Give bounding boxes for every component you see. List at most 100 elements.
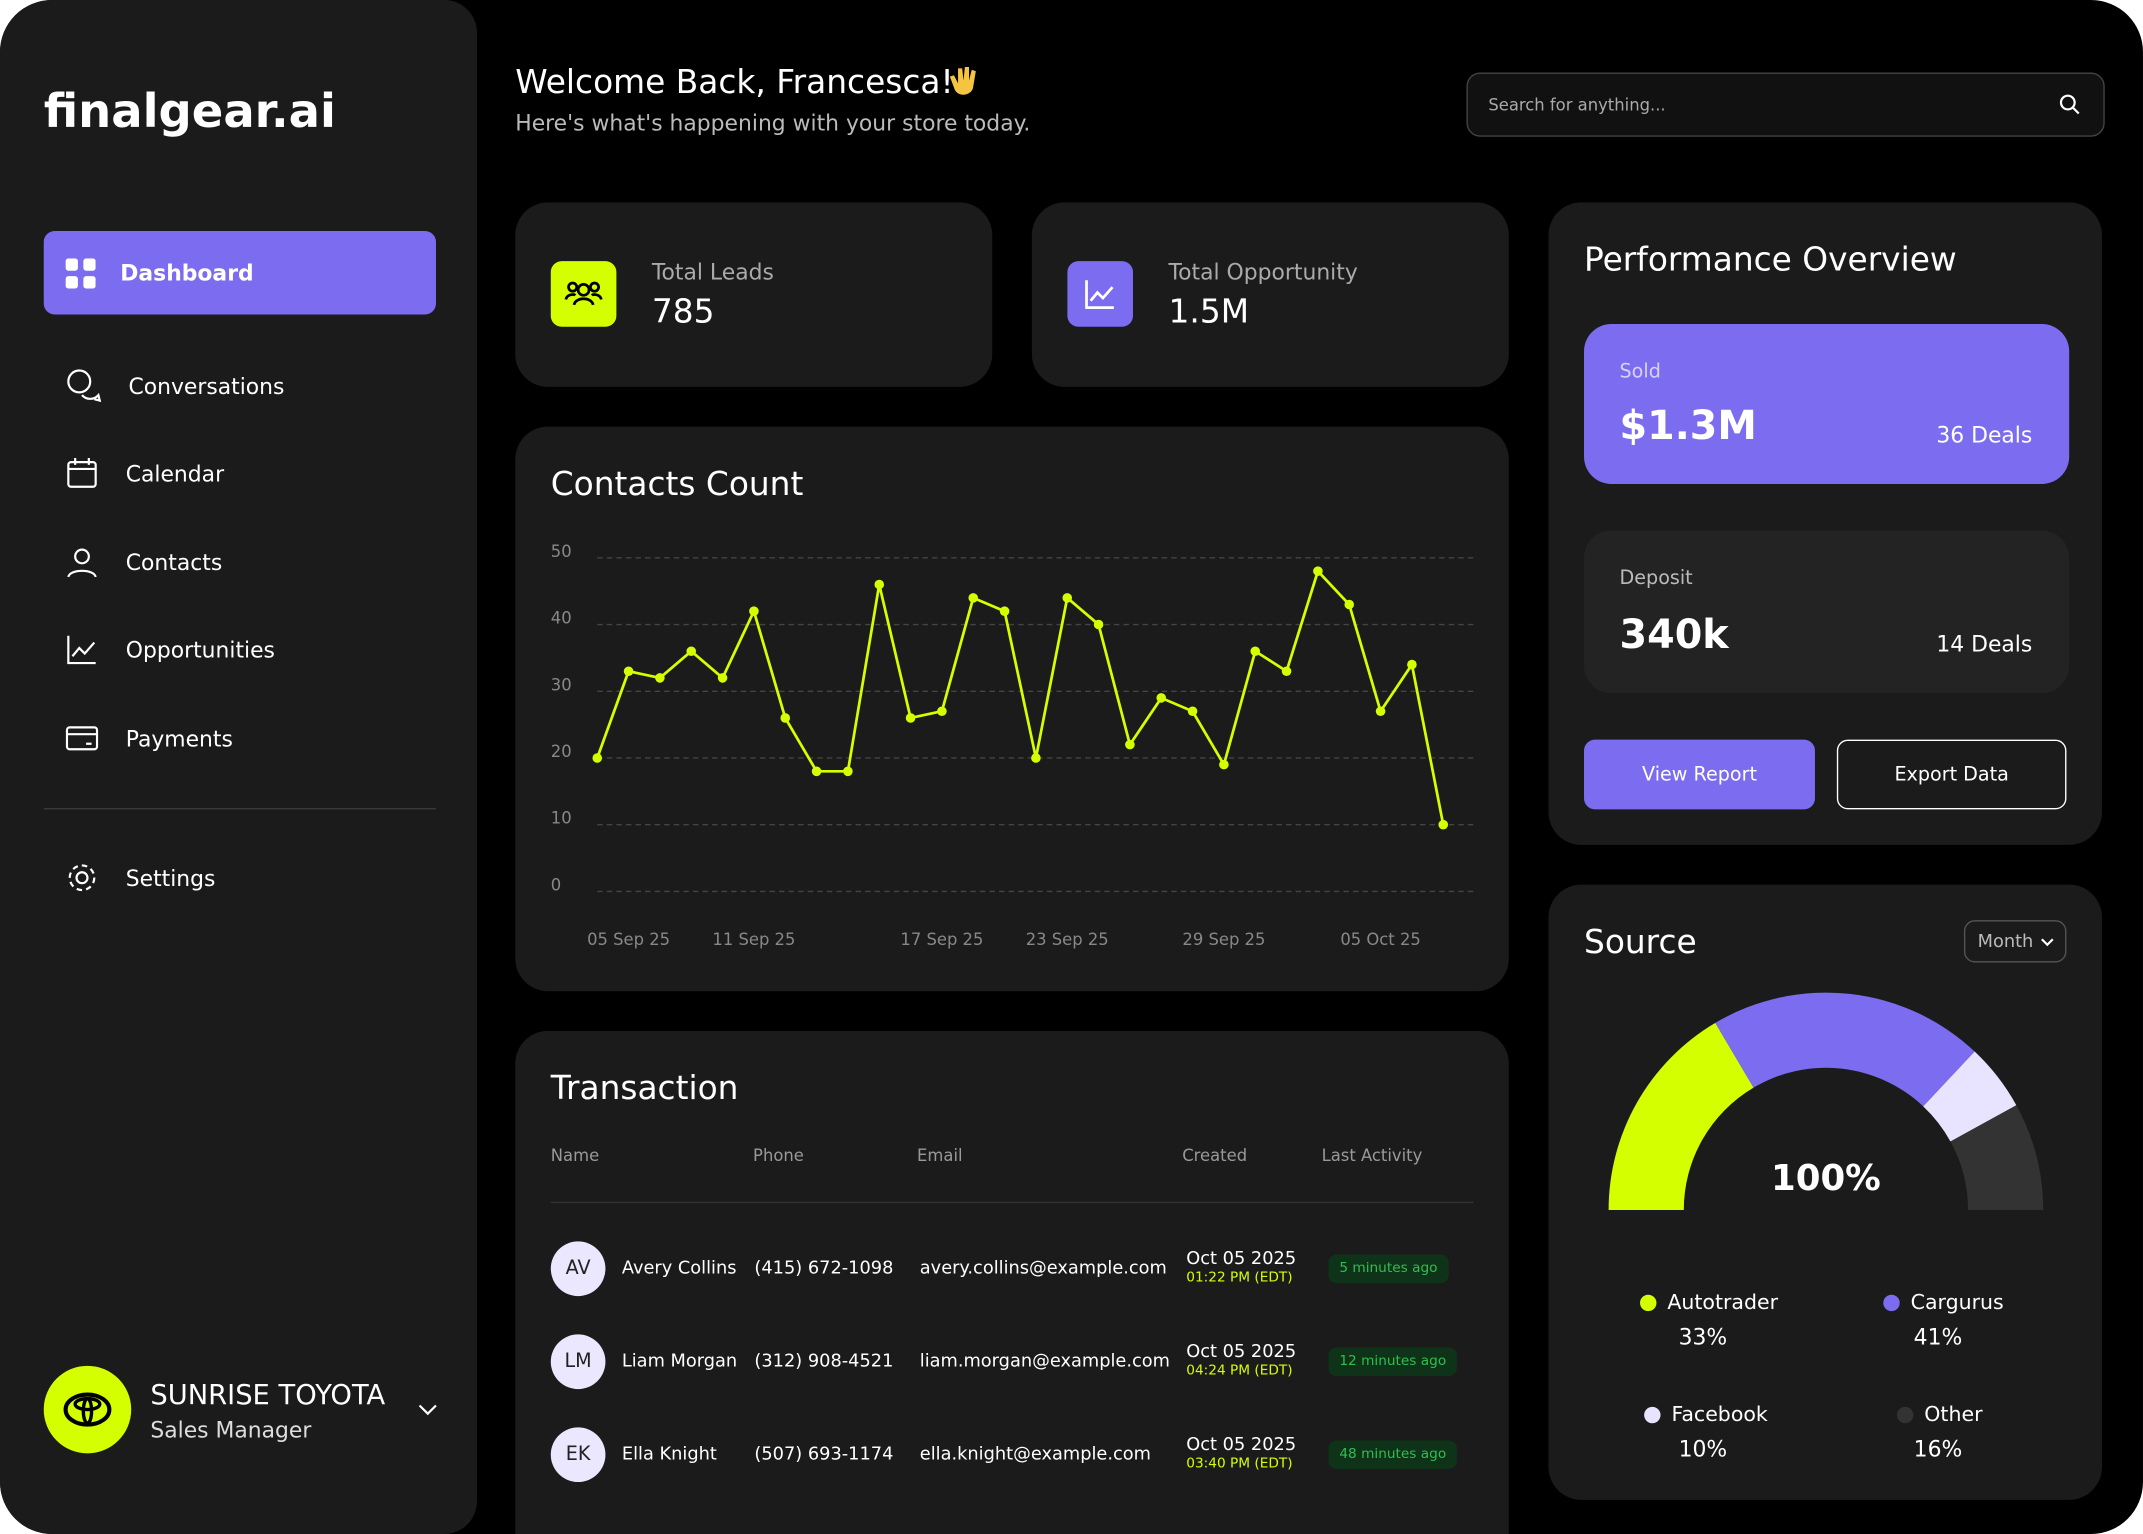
- x-tick-label: 05 Sep 25: [587, 930, 670, 949]
- avatar: AV: [550, 1241, 606, 1297]
- legend-label: Cargurus: [1911, 1290, 2004, 1314]
- y-tick-label: 40: [551, 609, 572, 628]
- card-value: 340k: [1619, 611, 1729, 658]
- data-point: [1313, 566, 1323, 576]
- line-series: [595, 568, 1445, 825]
- divider: [43, 808, 436, 810]
- legend-dot: [1883, 1294, 1900, 1312]
- gauge-segment: [1950, 1105, 2044, 1210]
- x-tick-label: 23 Sep 25: [1026, 930, 1109, 949]
- legend-dot: [1640, 1294, 1657, 1312]
- data-point: [1062, 593, 1073, 603]
- account-logo: [43, 1365, 132, 1454]
- nav-item[interactable]: Calendar: [44, 440, 436, 506]
- chart-card: [515, 426, 1509, 992]
- data-point: [905, 713, 916, 723]
- data-point: [1438, 819, 1449, 830]
- nav-item[interactable]: Payments: [44, 705, 436, 771]
- account-name: SUNRISE TOYOTA: [150, 1378, 386, 1411]
- search-placeholder: Search for anything...: [1488, 95, 1666, 115]
- contact-name: Avery Collins: [621, 1258, 737, 1280]
- deposit-card: [1584, 530, 2070, 694]
- legend-value: 10%: [1679, 1438, 1728, 1463]
- gauge-segment: [1923, 1051, 2017, 1142]
- created-time: 01:22 PM (EDT): [1186, 1270, 1293, 1286]
- welcome-title: Welcome Back, Francesca!: [515, 62, 954, 102]
- gauge-segment: [1608, 1022, 1754, 1210]
- data-point: [749, 606, 759, 616]
- view-report-button[interactable]: View Report: [1584, 739, 1815, 810]
- nav-label: Dashboard: [120, 259, 254, 286]
- stat-value: 785: [651, 292, 715, 331]
- transaction-title: Transaction: [550, 1069, 739, 1108]
- legend-value: 41%: [1914, 1325, 1963, 1350]
- nav-label: Payments: [125, 725, 233, 752]
- data-point: [655, 673, 665, 683]
- legend-dot: [1896, 1406, 1914, 1424]
- search-box[interactable]: [1466, 72, 2105, 137]
- account-toggle[interactable]: [417, 1401, 439, 1417]
- welcome-subtitle: Here's what's happening with your store …: [515, 110, 1031, 137]
- contact-email: ella.knight@example.com: [919, 1444, 1151, 1465]
- data-point: [592, 753, 603, 763]
- search-icon[interactable]: [2059, 94, 2081, 115]
- contact-email: avery.collins@example.com: [919, 1258, 1167, 1280]
- nav-item[interactable]: Conversations: [44, 353, 436, 419]
- sold-card: [1584, 324, 2070, 484]
- data-point: [623, 666, 634, 677]
- gauge-segment: [1715, 992, 1975, 1107]
- y-tick-label: 30: [551, 675, 572, 694]
- icon: [67, 635, 96, 665]
- performance-card: [1548, 202, 2102, 845]
- logo: finalgear.ai: [43, 84, 336, 140]
- legend-label: Autotrader: [1667, 1290, 1778, 1314]
- data-point: [686, 646, 697, 657]
- created-time: 04:24 PM (EDT): [1186, 1363, 1293, 1379]
- divider: [550, 1201, 1474, 1204]
- source-title: Source: [1584, 922, 1697, 962]
- legend-label: Other: [1924, 1402, 1983, 1426]
- data-point: [1093, 619, 1104, 630]
- data-point: [937, 706, 947, 717]
- stat-label: Total Leads: [651, 259, 774, 286]
- x-tick-label: 17 Sep 25: [900, 930, 983, 949]
- x-tick-label: 05 Oct 25: [1340, 930, 1420, 949]
- icon: [67, 369, 102, 403]
- nav-item[interactable]: Contacts: [44, 529, 436, 595]
- legend-label: Facebook: [1671, 1402, 1767, 1426]
- export-data-button[interactable]: Export Data: [1836, 739, 2067, 810]
- y-tick-label: 0: [551, 875, 561, 894]
- y-tick-label: 50: [551, 542, 572, 561]
- nav-label: Conversations: [128, 372, 285, 399]
- nav-label: Contacts: [125, 548, 223, 575]
- period-select[interactable]: [1963, 920, 2067, 963]
- icon: [65, 726, 99, 751]
- icon: [65, 257, 96, 288]
- nav-item[interactable]: Dashboard: [43, 231, 436, 315]
- data-point: [780, 713, 791, 723]
- nav-label: Settings: [125, 864, 216, 891]
- column-header: Email: [917, 1145, 963, 1165]
- icon: [67, 548, 97, 578]
- card-deals: 36 Deals: [1936, 421, 2033, 448]
- data-point: [1156, 693, 1167, 703]
- stat-value: 1.5M: [1168, 292, 1249, 331]
- performance-title: Performance Overview: [1584, 240, 1957, 279]
- contact-name: Ella Knight: [621, 1444, 717, 1465]
- contact-email: liam.morgan@example.com: [919, 1351, 1170, 1372]
- nav-item[interactable]: Settings: [44, 845, 436, 911]
- y-tick-label: 10: [551, 809, 572, 828]
- nav-label: Calendar: [125, 460, 225, 487]
- wave-icon: [949, 66, 976, 95]
- nav-item[interactable]: Opportunities: [44, 617, 436, 683]
- icon: [68, 864, 96, 892]
- created-time: 03:40 PM (EDT): [1186, 1456, 1293, 1472]
- nav-label: Opportunities: [125, 636, 275, 663]
- column-header: Name: [550, 1145, 600, 1165]
- column-header: Phone: [753, 1145, 804, 1165]
- activity-badge: 5 minutes ago: [1328, 1254, 1449, 1284]
- contact-phone: (312) 908-4521: [754, 1351, 894, 1372]
